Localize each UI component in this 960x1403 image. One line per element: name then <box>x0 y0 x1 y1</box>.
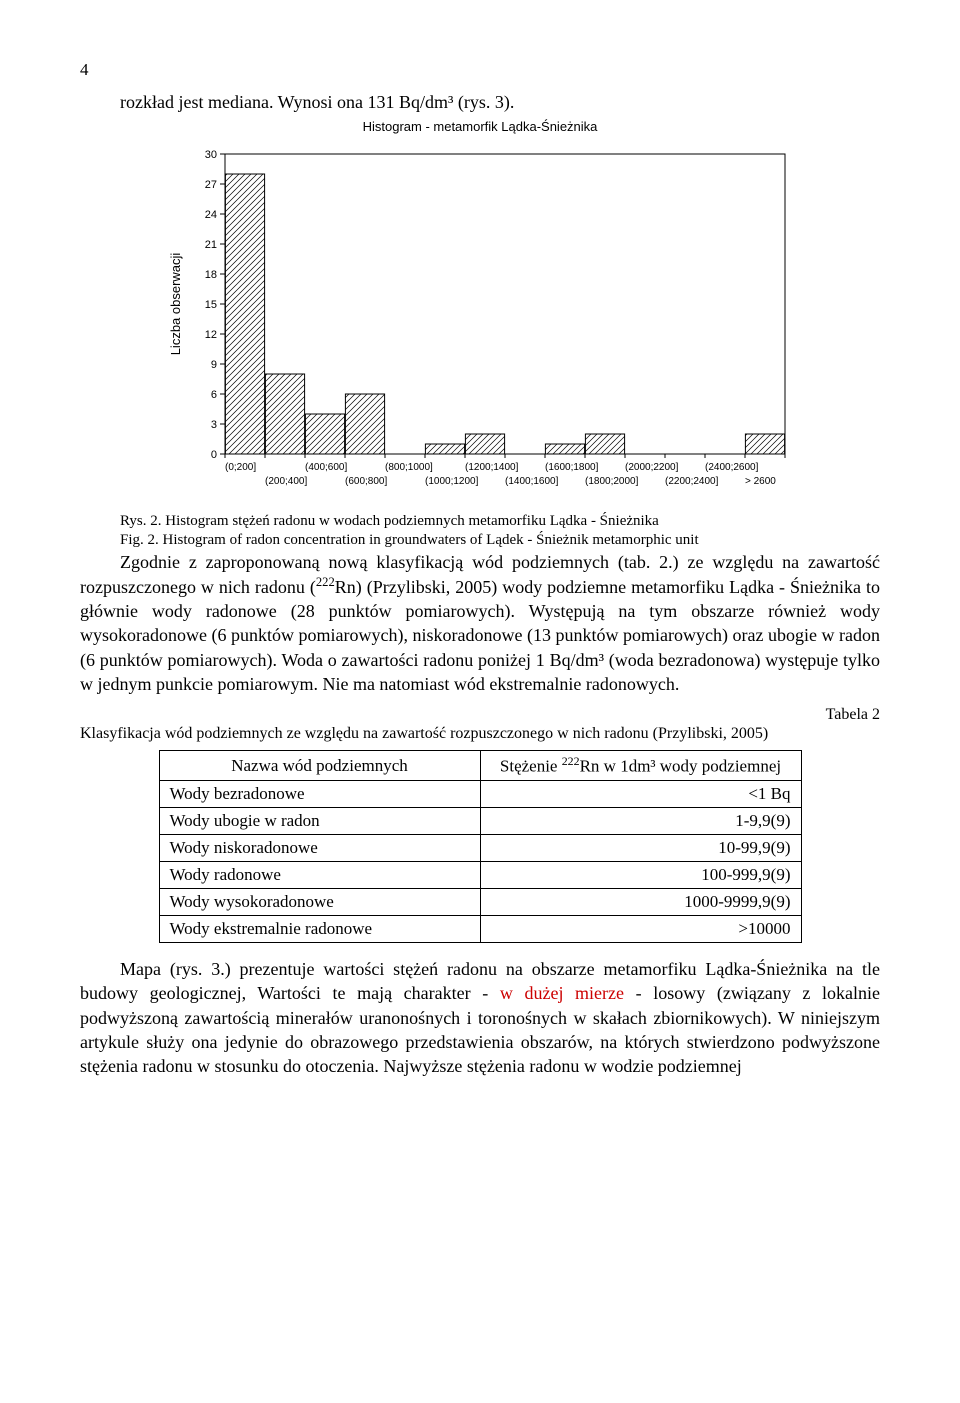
row-value: <1 Bq <box>480 780 801 807</box>
svg-text:24: 24 <box>205 209 217 221</box>
svg-text:(800;1000]: (800;1000] <box>385 462 433 473</box>
classification-table: Nazwa wód podziemnych Stężenie 222Rn w 1… <box>159 750 802 943</box>
svg-text:(1400;1600]: (1400;1600] <box>505 476 559 487</box>
row-value: >10000 <box>480 915 801 942</box>
row-name: Wody ubogie w radon <box>159 807 480 834</box>
svg-text:(1200;1400]: (1200;1400] <box>465 462 519 473</box>
svg-text:Liczba obserwacji: Liczba obserwacji <box>168 253 183 356</box>
row-name: Wody wysokoradonowe <box>159 888 480 915</box>
svg-text:18: 18 <box>205 269 217 281</box>
svg-text:(2200;2400]: (2200;2400] <box>665 476 719 487</box>
svg-text:(2000;2200]: (2000;2200] <box>625 462 679 473</box>
svg-text:(600;800]: (600;800] <box>345 476 387 487</box>
table-row: Wody niskoradonowe10-99,9(9) <box>159 834 801 861</box>
svg-text:15: 15 <box>205 299 217 311</box>
histogram-svg: 0 3 6 9 12 15 18 21 24 27 30 Liczba obserwacji (0;20… <box>155 144 805 504</box>
fig-caption-fig: Fig. 2. Histogram of radon concentration… <box>80 531 880 550</box>
svg-text:3: 3 <box>211 419 217 431</box>
svg-text:(400;600]: (400;600] <box>305 462 347 473</box>
header-val-sup: 222 <box>562 754 580 768</box>
fig-caption-rys: Rys. 2. Histogram stężeń radonu w wodach… <box>120 513 659 529</box>
svg-text:> 2600: > 2600 <box>745 476 776 487</box>
table-row: Wody ubogie w radon1-9,9(9) <box>159 807 801 834</box>
row-name: Wody radonowe <box>159 861 480 888</box>
intro-line: rozkład jest mediana. Wynosi ona 131 Bq/… <box>80 92 880 113</box>
table-row: Wody bezradonowe<1 Bq <box>159 780 801 807</box>
paragraph-2: Mapa (rys. 3.) prezentuje wartości stęże… <box>80 957 880 1078</box>
row-name: Wody bezradonowe <box>159 780 480 807</box>
histogram-chart: 0 3 6 9 12 15 18 21 24 27 30 Liczba obserwacji (0;20… <box>80 144 880 504</box>
svg-text:(0;200]: (0;200] <box>225 462 256 473</box>
table-row: Wody ekstremalnie radonowe>10000 <box>159 915 801 942</box>
svg-text:(2400;2600]: (2400;2600] <box>705 462 759 473</box>
table-label: Tabela 2 <box>80 706 880 724</box>
svg-text:6: 6 <box>211 389 217 401</box>
table-row: Wody wysokoradonowe1000-9999,9(9) <box>159 888 801 915</box>
para2-red: w dużej mierze <box>500 983 624 1003</box>
svg-text:(200;400]: (200;400] <box>265 476 307 487</box>
svg-text:(1800;2000]: (1800;2000] <box>585 476 639 487</box>
row-value: 1-9,9(9) <box>480 807 801 834</box>
svg-text:9: 9 <box>211 359 217 371</box>
svg-text:21: 21 <box>205 239 217 251</box>
table-header-row: Nazwa wód podziemnych Stężenie 222Rn w 1… <box>159 751 801 781</box>
table-caption: Klasyfikacja wód podziemnych ze względu … <box>80 724 880 744</box>
svg-text:30: 30 <box>205 149 217 161</box>
row-name: Wody niskoradonowe <box>159 834 480 861</box>
paragraph-1: Zgodnie z zaproponowaną nową klasyfikacj… <box>80 550 880 697</box>
rn-super: 222 <box>316 575 335 589</box>
svg-text:0: 0 <box>211 449 217 461</box>
histogram-title: Histogram - metamorfik Lądka-Śnieżnika <box>80 119 880 134</box>
row-value: 10-99,9(9) <box>480 834 801 861</box>
header-name: Nazwa wód podziemnych <box>159 751 480 781</box>
page-number: 4 <box>80 60 880 80</box>
header-value: Stężenie 222Rn w 1dm³ wody podziemnej <box>480 751 801 781</box>
header-val-a: Stężenie <box>500 757 562 776</box>
row-value: 1000-9999,9(9) <box>480 888 801 915</box>
header-val-b: Rn w 1dm³ wody podziemnej <box>580 757 782 776</box>
svg-text:27: 27 <box>205 179 217 191</box>
svg-text:(1000;1200]: (1000;1200] <box>425 476 479 487</box>
row-value: 100-999,9(9) <box>480 861 801 888</box>
row-name: Wody ekstremalnie radonowe <box>159 915 480 942</box>
figure-caption: Rys. 2. Histogram stężeń radonu w wodach… <box>80 512 880 550</box>
svg-text:(1600;1800]: (1600;1800] <box>545 462 599 473</box>
svg-text:12: 12 <box>205 329 217 341</box>
table-row: Wody radonowe100-999,9(9) <box>159 861 801 888</box>
